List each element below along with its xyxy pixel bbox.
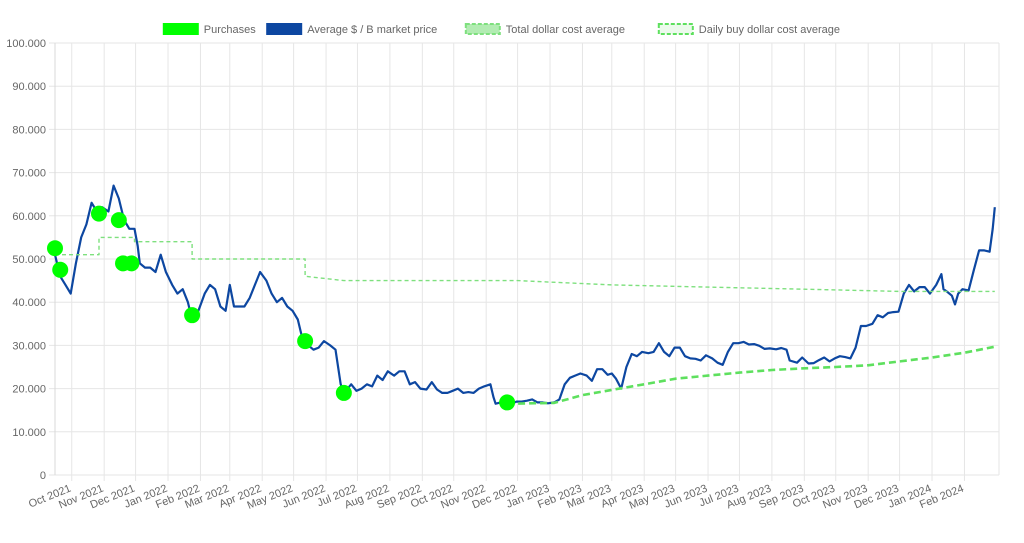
- legend-item-average-b-market-price: Average $ / B market price: [266, 23, 437, 36]
- y-tick-label: 60.000: [12, 211, 46, 223]
- legend-label: Total dollar cost average: [506, 24, 625, 36]
- y-tick-label: 100.000: [6, 38, 46, 50]
- purchases-point: [52, 261, 69, 278]
- legend-label: Daily buy dollar cost average: [699, 24, 840, 36]
- y-tick-label: 70.000: [12, 168, 46, 180]
- y-tick-label: 20.000: [12, 384, 46, 396]
- purchases-point: [297, 333, 314, 350]
- y-tick-label: 50.000: [12, 254, 46, 266]
- legend-swatch: [464, 23, 501, 35]
- legend-item-daily-buy-dollar-cost-average: Daily buy dollar cost average: [657, 23, 840, 36]
- purchases-point: [184, 307, 201, 324]
- purchases-point: [110, 212, 127, 229]
- legend-swatch: [162, 23, 199, 35]
- y-tick-label: 30.000: [12, 340, 46, 352]
- legend-label: Purchases: [204, 24, 256, 36]
- legend-label: Average $ / B market price: [307, 24, 437, 36]
- legend-item-purchases: Purchases: [162, 23, 256, 36]
- y-tick-label: 40.000: [12, 297, 46, 309]
- purchases-point: [499, 394, 516, 411]
- y-axis: 0 10.000 20.000 30.000 40.000 50.000 60.000 70.…: [6, 38, 46, 482]
- legend-swatch: [657, 23, 694, 35]
- y-tick-label: 80.000: [12, 124, 46, 136]
- legend: Purchases Average $ / B market price Total…: [162, 23, 840, 36]
- purchases-point: [47, 240, 63, 257]
- daily-buy-dollar-cost-average-line: [507, 345, 996, 405]
- y-tick-label: 0: [40, 470, 46, 482]
- legend-item-total-dollar-cost-average: Total dollar cost average: [464, 23, 625, 36]
- chart-grid: [49, 42, 1000, 481]
- total-dollar-cost-average-line: [55, 236, 995, 293]
- y-tick-label: 10.000: [12, 427, 46, 439]
- purchases-point: [335, 384, 352, 401]
- series-layer: [47, 184, 996, 411]
- purchases-point: [123, 255, 140, 272]
- average-b-market-price-line: [53, 184, 996, 406]
- y-tick-label: 90.000: [12, 81, 46, 93]
- purchases-point: [90, 205, 107, 222]
- legend-swatch: [266, 23, 303, 35]
